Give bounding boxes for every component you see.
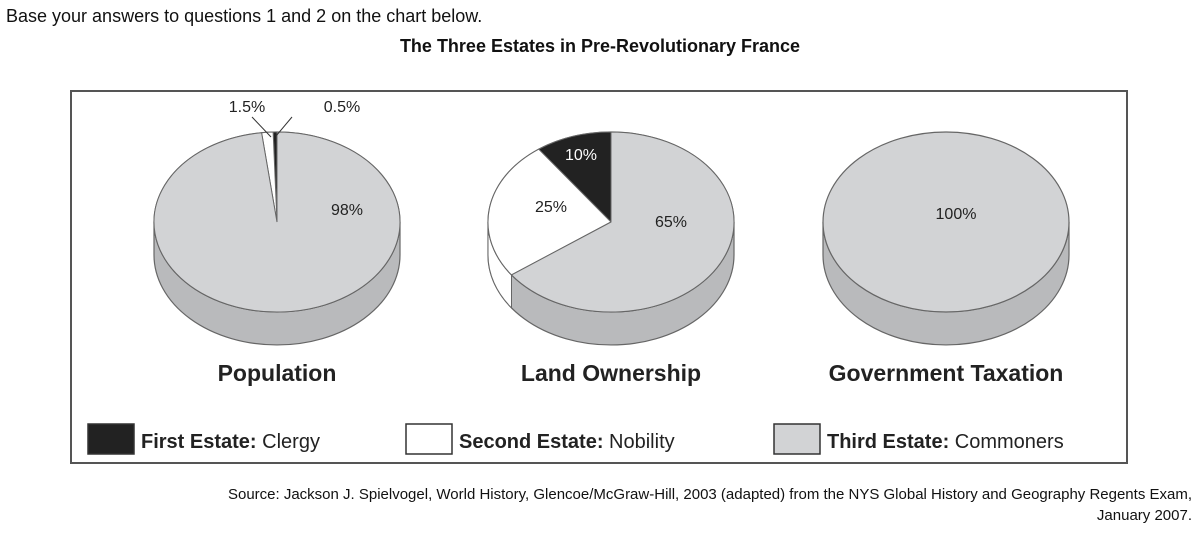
source-line-1: Source: Jackson J. Spielvogel, World His… [227,486,1192,503]
chart-frame [70,90,1128,464]
legend-label: First Estate: Clergy [141,431,320,453]
pie-title: Land Ownership [521,360,701,386]
slice-label: 25% [535,199,567,216]
leader-line [251,116,272,138]
legend-swatch [405,423,453,455]
pie-slice [153,131,401,313]
slice-label: 0.5% [324,99,360,116]
pie-slice [487,148,612,276]
legend-label: Second Estate: Nobility [459,431,675,453]
intro-text: Base your answers to questions 1 and 2 o… [6,6,483,26]
slice-label: 1.5% [229,99,265,116]
legend-swatch [773,423,821,455]
leader-line [275,116,293,137]
slice-label: 100% [936,206,977,223]
pie-title: Government Taxation [829,360,1064,386]
pie-top [822,131,1070,313]
slice-label: 98% [331,202,363,219]
pie-title: Population [218,360,337,386]
chart-title: The Three Estates in Pre-Revolutionary F… [399,36,801,56]
slice-label: 10% [565,147,597,164]
pie-slice [510,131,735,313]
slice-label: 65% [655,214,687,231]
pie-slice [537,131,612,224]
source-line-2: January 2007. [1096,507,1192,524]
legend-label: Third Estate: Commoners [827,431,1064,453]
source-note: Source: Jackson J. Spielvogel, World His… [228,484,1192,526]
legend-swatch [87,423,135,455]
